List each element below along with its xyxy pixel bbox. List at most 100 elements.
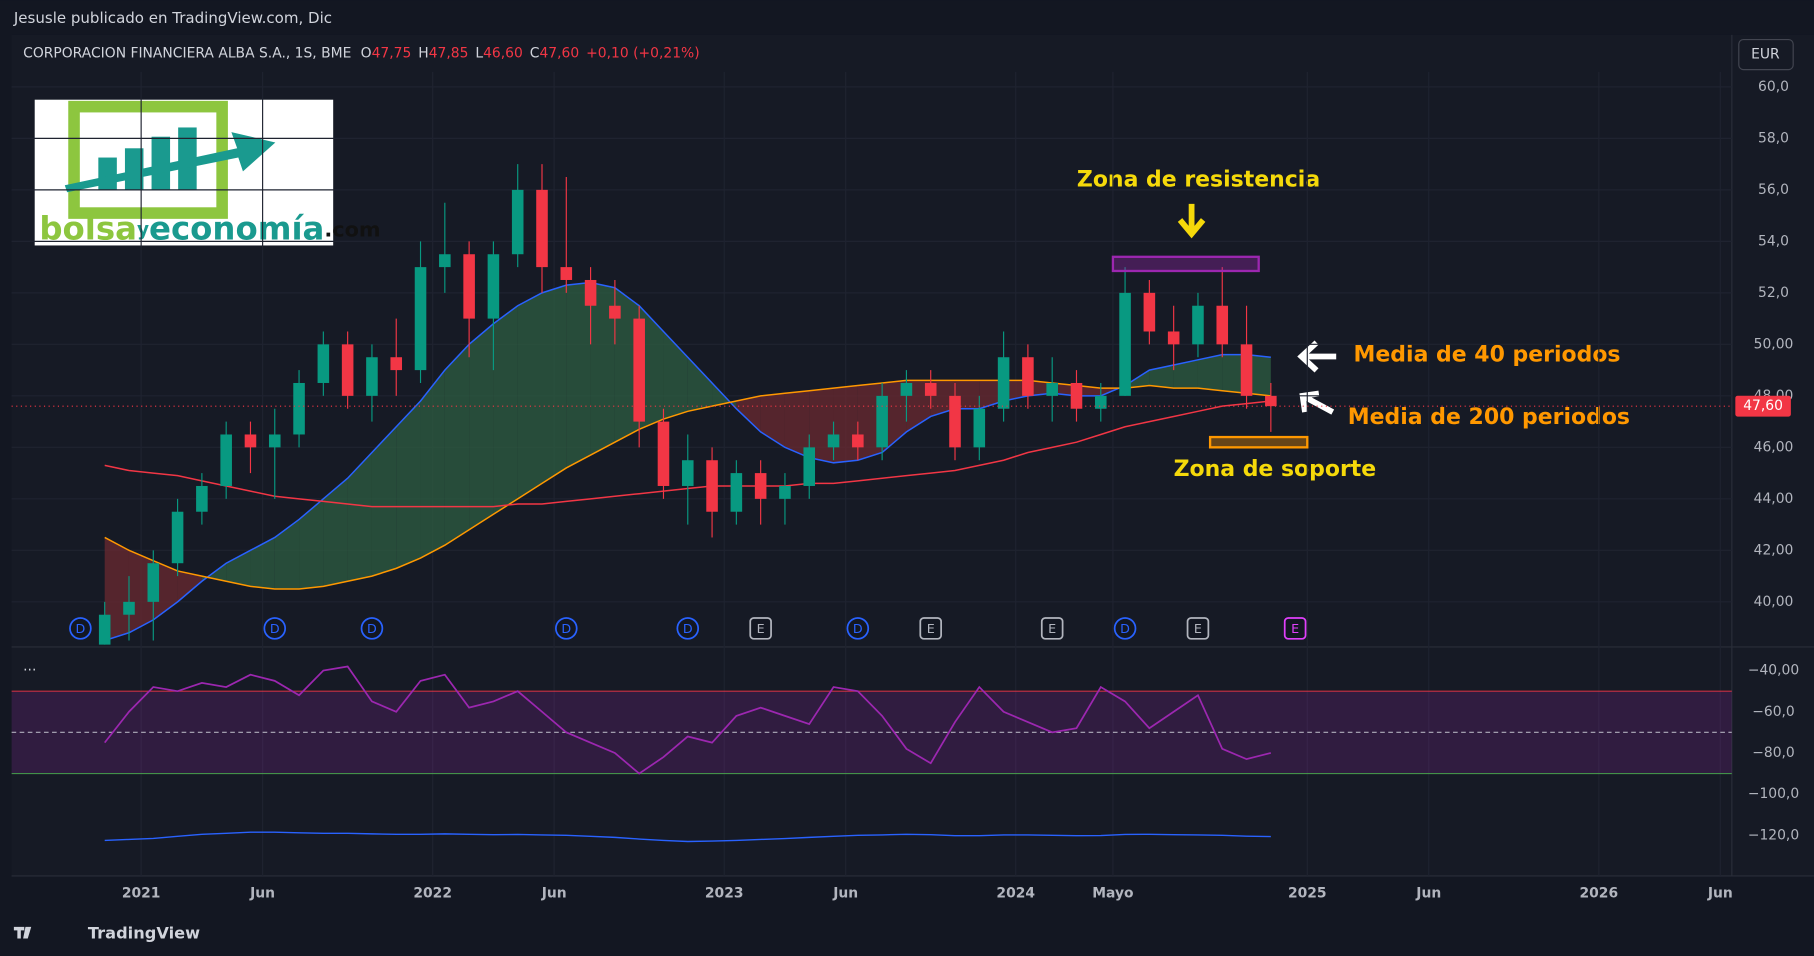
x-tick-label: 2026 bbox=[1580, 885, 1619, 901]
brand-icon bbox=[13, 926, 32, 939]
ma-cloud bbox=[153, 560, 178, 620]
ma-cloud bbox=[930, 380, 956, 417]
ma-cloud bbox=[882, 380, 907, 453]
candle-body bbox=[390, 357, 403, 371]
candle-body bbox=[1046, 382, 1058, 396]
x-tick-label: Mayo bbox=[1092, 885, 1133, 901]
y-tick-label: 40,00 bbox=[1754, 594, 1794, 610]
quote-value: 47,75 bbox=[372, 45, 412, 61]
y-tick-label: 56,0 bbox=[1758, 182, 1789, 198]
ma-cloud bbox=[274, 519, 300, 589]
ma-cloud bbox=[299, 498, 324, 589]
indicator-line bbox=[104, 831, 1271, 843]
quote-key: L bbox=[475, 45, 483, 61]
annotation: Media de 200 periodos bbox=[1348, 405, 1630, 430]
candle-body bbox=[1265, 395, 1277, 407]
ma-cloud bbox=[614, 287, 640, 443]
ma-cloud bbox=[1003, 380, 1028, 402]
quote-value: 47,85 bbox=[429, 45, 469, 61]
currency-button[interactable] bbox=[1738, 38, 1794, 71]
x-tick-label: Jun bbox=[541, 885, 567, 901]
ma-cloud bbox=[979, 380, 1004, 409]
ma-cloud bbox=[687, 357, 713, 412]
candle-body bbox=[633, 318, 645, 422]
annotation: Zona de soporte bbox=[1174, 457, 1377, 482]
x-tick-label: Jun bbox=[832, 885, 858, 901]
event-icon bbox=[1113, 617, 1137, 640]
y-tick-label: 50,00 bbox=[1754, 336, 1794, 352]
rsi-tick-label: −100,0 bbox=[1748, 786, 1799, 802]
pointer bbox=[1177, 203, 1206, 239]
candle-body bbox=[852, 434, 864, 448]
candle-body bbox=[414, 267, 427, 371]
quote-value: 46,60 bbox=[483, 45, 523, 61]
ma-cloud bbox=[590, 282, 615, 456]
candle-body bbox=[147, 563, 160, 602]
candle-body bbox=[754, 473, 767, 499]
ma-cloud bbox=[1197, 354, 1223, 391]
x-tick-label: 2021 bbox=[122, 885, 161, 901]
y-tick-label: 46,00 bbox=[1754, 439, 1794, 455]
candle-body bbox=[244, 434, 257, 448]
event-label: D bbox=[853, 621, 863, 636]
event-label: D bbox=[76, 621, 86, 636]
quote-key: H bbox=[418, 45, 428, 61]
candle-body bbox=[997, 357, 1010, 409]
ma-cloud bbox=[323, 478, 348, 587]
candle-body bbox=[900, 382, 913, 396]
ma-cloud bbox=[201, 563, 227, 582]
event-icon bbox=[1283, 617, 1307, 640]
x-tick-label: Jun bbox=[1415, 885, 1441, 901]
rsi-tick-label: −60,0 bbox=[1752, 704, 1795, 720]
x-tick-label: 2023 bbox=[705, 885, 744, 901]
ma-cloud bbox=[1027, 380, 1053, 396]
ma-cloud bbox=[1222, 354, 1247, 394]
candle-body bbox=[536, 189, 548, 268]
candle-body bbox=[1094, 395, 1107, 409]
event-label: E bbox=[1291, 621, 1299, 636]
indicator-line bbox=[104, 665, 1272, 775]
candle-body bbox=[779, 485, 791, 499]
ma-cloud bbox=[1149, 364, 1174, 389]
ma-cloud bbox=[469, 323, 494, 530]
rsi-panel bbox=[11, 665, 1732, 843]
candle-body bbox=[98, 614, 111, 645]
last-price-box bbox=[1735, 395, 1791, 417]
event-icon bbox=[1040, 617, 1064, 640]
candle-body bbox=[293, 382, 305, 435]
event-icon bbox=[1186, 617, 1210, 640]
event-icon bbox=[749, 617, 772, 640]
rsi-tick-label: −40,00 bbox=[1748, 663, 1799, 679]
candle-body bbox=[584, 279, 597, 306]
y-tick-label: 52,0 bbox=[1758, 285, 1789, 301]
y-tick-label: 44,00 bbox=[1754, 491, 1794, 507]
candle-body bbox=[1240, 344, 1253, 396]
candle-body bbox=[657, 421, 670, 486]
candle-body bbox=[196, 485, 208, 512]
candle-body bbox=[706, 460, 718, 512]
rsi-tick-label: −80,0 bbox=[1752, 745, 1795, 761]
ma-cloud bbox=[833, 385, 858, 463]
event-icon bbox=[263, 617, 287, 640]
event-label: E bbox=[1194, 621, 1202, 636]
ma-cloud bbox=[1052, 382, 1077, 396]
ma-cloud bbox=[250, 537, 275, 589]
ma-cloud bbox=[663, 331, 688, 420]
candle-body bbox=[1143, 292, 1156, 332]
quote-key: O bbox=[361, 45, 372, 61]
candle-body bbox=[1192, 305, 1204, 345]
quote-change: +0,10 (+0,21%) bbox=[586, 45, 699, 61]
publisher: Jesusle publicado en TradingView.com, Di… bbox=[13, 9, 332, 27]
y-tick-label: 54,0 bbox=[1758, 233, 1789, 249]
ma-cloud bbox=[542, 285, 567, 484]
candle-body bbox=[268, 434, 281, 448]
currency[interactable]: EUR bbox=[1751, 47, 1780, 63]
candle-body bbox=[560, 267, 573, 280]
candle-body bbox=[1070, 382, 1083, 409]
ma-cloud bbox=[347, 452, 372, 582]
ma-cloud bbox=[371, 426, 397, 577]
candle-body bbox=[681, 460, 694, 486]
event-icon bbox=[69, 617, 92, 640]
ma-cloud bbox=[396, 401, 421, 569]
candle-body bbox=[1022, 357, 1034, 396]
